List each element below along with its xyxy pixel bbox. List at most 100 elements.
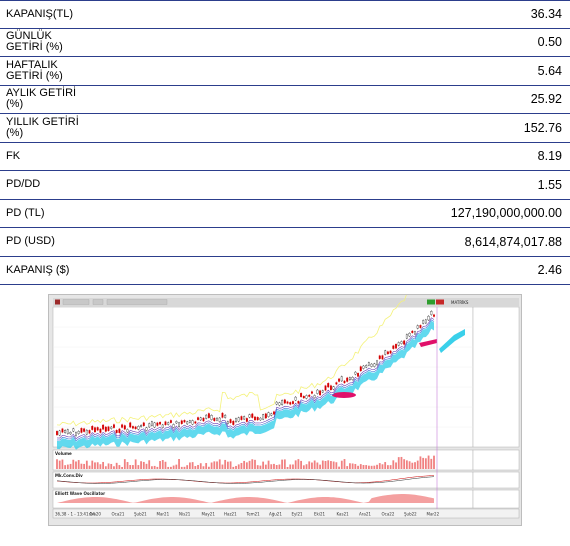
volume-bar [96,462,99,469]
candle-body [216,417,218,421]
candle-body [56,431,58,436]
x-tick-label: Ara21 [359,512,371,517]
volume-bar [376,464,378,469]
x-tick-label: Nis21 [179,512,191,517]
candle-body [159,422,162,425]
candle-body [338,378,341,382]
metrics-table: KAPANIŞ(TL) 36.34 GÜNLÜK GETİRİ (%) 0.50… [0,0,570,285]
candle-body [251,413,254,418]
future-cloud [439,329,465,353]
volume-bar [229,461,232,469]
candle-body [188,420,191,423]
candle-body [150,421,153,426]
candle-body [411,330,414,333]
volume-bar [88,465,91,469]
symbol-selector[interactable] [62,299,90,305]
x-tick-label: Tem21 [246,512,261,517]
candle-body [237,417,240,422]
metric-label: AYLIK GETİRİ (%) [6,87,77,111]
x-tick-label: Şub22 [404,512,417,517]
candle-body [75,432,77,436]
volume-bar [167,466,170,469]
yellow-indicator [56,295,407,427]
volume-bar [123,459,126,469]
volume-bar [218,459,221,469]
candle-body [378,355,381,359]
candle-body [115,430,118,433]
period-selector[interactable] [92,299,104,305]
volume-bar [115,462,118,469]
metric-label: KAPANIŞ(TL) [6,7,74,20]
volume-bar [378,463,381,469]
buy-button[interactable] [427,299,435,305]
volume-bar [188,462,191,469]
volume-bar [251,459,254,469]
volume-bar [142,461,145,469]
volume-bar [240,462,243,469]
candle-body [72,428,75,432]
volume-bar [69,463,72,469]
candle-body [229,419,232,423]
volume-bar [416,460,419,469]
price-series [56,295,465,450]
volume-bar [294,460,297,469]
candle-body [85,429,88,435]
volume-bar [262,461,265,469]
volume-bar [213,461,216,469]
candle-body [66,429,69,434]
macd-pane [52,471,474,489]
metric-label: GÜNLÜK GETİRİ (%) [6,30,63,54]
volume-bar [91,460,94,469]
volume-bar [232,466,235,469]
x-tick-label: Mar21 [157,512,170,517]
x-tick-label: Mar22 [427,512,440,517]
metric-label: YILLIK GETİRİ (%) [6,115,79,139]
volume-bar [237,464,240,469]
metric-value: 1.55 [537,177,562,192]
volume-bar [392,460,395,469]
candle-body [430,311,433,315]
x-tick-label: Şub21 [134,512,147,517]
volume-bar [370,465,373,469]
candle-body [273,411,275,415]
candle-body [327,383,330,388]
volume-bar [424,458,427,469]
candle-body [324,385,327,391]
volume-bar [172,465,175,469]
toolbar-buttons[interactable] [106,299,168,305]
candle-body [80,428,83,433]
candle-body [202,417,205,422]
candle-body [289,402,292,405]
candle-body [283,399,286,404]
x-tick-label: Ağu21 [269,512,282,517]
volume-bar [77,460,80,469]
volume-bar [330,461,332,469]
volume-bar [94,462,96,469]
volume-bar [338,466,340,469]
candle-body [180,420,183,424]
candle-body [308,394,311,397]
cloud-twist [332,392,356,398]
candle-body [343,380,346,384]
candle-body [126,429,129,433]
candle-body [110,426,113,429]
volume-bar [202,466,205,469]
candle-body [94,427,96,433]
price-pane [52,306,474,448]
volume-bar [99,464,102,469]
candle-body [335,382,338,385]
candle-body [183,420,186,423]
volume-bar [72,459,75,469]
candle-body [107,426,110,431]
toolbar-brand: MATRİKS [451,300,469,305]
candle-body [235,418,237,423]
candle-body [278,402,281,406]
candle-body [403,340,406,345]
volume-bar [159,461,161,469]
metric-row-kapanis-usd: KAPANIŞ ($) 2.46 [0,257,570,285]
candle-body [270,413,273,416]
candle-body [240,416,243,420]
sell-button[interactable] [436,299,444,305]
metric-value: 36.34 [530,7,562,22]
volume-bar [283,459,286,469]
